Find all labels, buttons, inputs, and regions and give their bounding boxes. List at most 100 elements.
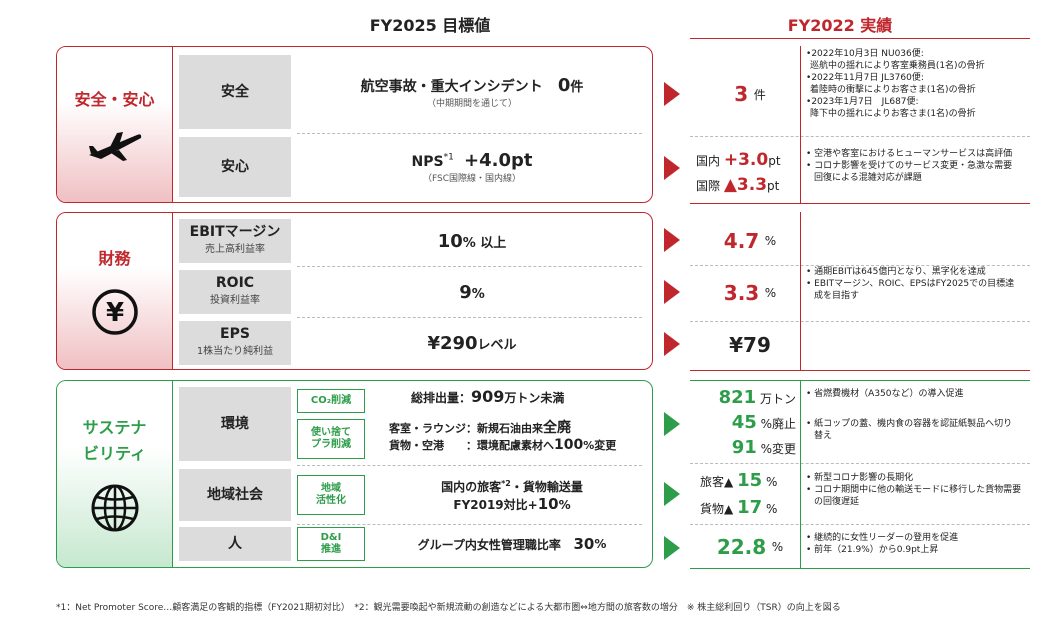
sustain-result-top bbox=[690, 380, 1030, 381]
community-r1-label: 旅客▲ bbox=[700, 475, 734, 489]
anshin-int-label: 国際 bbox=[696, 179, 721, 193]
anshin-notes: • 空港や客室におけるヒューマンサービスは高評価 • コロナ影響を受けてのサービ… bbox=[806, 149, 1013, 183]
arrow-eps bbox=[664, 332, 680, 356]
community-t2-value: 10 bbox=[537, 494, 559, 513]
note: コロナ期間中に他の輸送モードに移行した貨物需要の回復遅延 bbox=[814, 485, 1022, 507]
community-r1-value: 15 bbox=[737, 470, 763, 491]
finance-result-bottom bbox=[690, 370, 1030, 371]
community-t2-unit: % bbox=[558, 497, 571, 512]
env-result: 821 万トン 45 %廃止 91 %変更 bbox=[700, 386, 800, 461]
tag-di: D&I 推進 bbox=[297, 527, 365, 561]
footnote: *1：Net Promoter Score…顧客満足の客観的指標（FY2021期… bbox=[56, 603, 841, 613]
arrow-env bbox=[664, 412, 680, 436]
env-r1-value: 821 bbox=[718, 387, 757, 408]
note: コロナ影響を受けてのサービス変更・急激な需要回復による混雑対応が課題 bbox=[814, 161, 1013, 183]
divider bbox=[690, 463, 1030, 464]
community-r2-unit: % bbox=[765, 502, 778, 516]
env-t3-prefix: 貨物・空港 ：環境配慮素材へ bbox=[389, 439, 554, 452]
safety-result: 3 件 bbox=[700, 74, 800, 114]
divider bbox=[297, 465, 642, 466]
anshin-target-value: +4.0pt bbox=[464, 150, 533, 171]
people-target: グループ内女性管理職比率 30% bbox=[377, 527, 647, 561]
sustain-result-bottom bbox=[690, 568, 1030, 569]
tag-plastic-line2: プラ削減 bbox=[311, 439, 351, 450]
ebit-result-value: 4.7 bbox=[723, 229, 760, 253]
row-label-eps: EPS 1株当たり純利益 bbox=[179, 321, 291, 365]
community-t1b: ・貨物輸送量 bbox=[510, 479, 583, 494]
safety-target-sub: （中期期間を通じて） bbox=[426, 99, 517, 109]
eps-sub: 1株当たり純利益 bbox=[196, 346, 274, 357]
people-result: 22.8 % bbox=[700, 530, 800, 564]
eps-label: EPS bbox=[220, 326, 250, 342]
community-t1-sup: *2 bbox=[501, 478, 511, 488]
roic-result-unit: % bbox=[764, 286, 777, 300]
ebit-sub: 売上高利益率 bbox=[205, 244, 265, 255]
safety-result-unit: 件 bbox=[753, 87, 766, 102]
result-header-line bbox=[690, 38, 1030, 39]
env-t2-value: 全廃 bbox=[543, 420, 571, 436]
env-target-1: 総排出量：909万トン未満 bbox=[411, 387, 651, 406]
divider bbox=[297, 317, 642, 318]
divider bbox=[297, 266, 642, 267]
anshin-target-sup: *1 bbox=[443, 152, 454, 163]
env-target-2: 客室・ラウンジ：新規石油由来全廃 bbox=[389, 417, 651, 437]
safety-target-text: 航空事故・重大インシデント bbox=[360, 79, 543, 95]
arrow-anshin bbox=[664, 156, 680, 180]
eps-result: ¥79 bbox=[700, 328, 800, 362]
row-label-safety: 安全 bbox=[179, 55, 291, 129]
sustain-result-divider bbox=[800, 380, 801, 568]
env-t1-unit: 万トン未満 bbox=[504, 391, 565, 405]
safety-category-label: 安全・安心 bbox=[74, 89, 155, 109]
row-label-env: 環境 bbox=[179, 387, 291, 461]
people-notes: • 継続的に女性リーダーの登用を促進 • 前年（21.9%）から0.9pt上昇 bbox=[806, 533, 959, 555]
arrow-ebit bbox=[664, 228, 680, 252]
anshin-target-text: NPS bbox=[411, 154, 444, 170]
env-r3-value: 91 bbox=[731, 437, 757, 458]
safety-panel: 安全・安心 安全 航空事故・重大インシデント 0件 （中期期間を通じて） 安心 … bbox=[56, 46, 653, 203]
sustain-panel: サステナ ビリティ 環境 CO₂削減 使い捨て プラ削減 総排出量：909万トン… bbox=[56, 380, 653, 568]
ebit-result: 4.7 % bbox=[700, 224, 800, 258]
row-label-people: 人 bbox=[179, 527, 291, 561]
svg-text:¥: ¥ bbox=[105, 298, 123, 328]
roic-result: 3.3 % bbox=[700, 276, 800, 310]
divider bbox=[690, 524, 1030, 525]
safety-target-unit: 件 bbox=[570, 80, 584, 95]
sustain-category-line1: サステナ bbox=[82, 418, 147, 437]
ebit-result-unit: % bbox=[764, 234, 777, 248]
finance-category: 財務 ¥ bbox=[57, 213, 173, 369]
eps-target-unit: レベル bbox=[477, 337, 517, 353]
community-r2-label: 貨物▲ bbox=[700, 502, 734, 516]
roic-result-value: 3.3 bbox=[723, 281, 760, 305]
roic-target: 9% bbox=[297, 270, 647, 314]
finance-panel: 財務 ¥ EBITマージン 売上高利益率 10% 以上 ROIC 投資利益率 9… bbox=[56, 212, 653, 370]
ebit-label: EBITマージン bbox=[189, 224, 281, 240]
eps-target: ¥290レベル bbox=[297, 321, 647, 365]
airplane-icon bbox=[88, 131, 141, 161]
community-t2-prefix: FY2019対比+ bbox=[453, 497, 538, 512]
note: 紙コップの蓋、機内食の容器を認証紙製品へ切り替え bbox=[814, 419, 1013, 441]
ebit-target-unit: % 以上 bbox=[462, 235, 507, 251]
row-label-community: 地域社会 bbox=[179, 469, 291, 521]
note: 着陸時の衝撃によりお客さま(1名)の骨折 bbox=[810, 85, 976, 95]
note: EBITマージン、ROIC、EPSはFY2025での目標達成を目指す bbox=[814, 279, 1015, 301]
divider bbox=[297, 133, 642, 134]
ebit-target: 10% 以上 bbox=[297, 219, 647, 263]
anshin-target-sub: （FSC国際線・国内線） bbox=[422, 174, 522, 184]
divider bbox=[690, 265, 1030, 266]
arrow-roic bbox=[664, 280, 680, 304]
community-t1: 国内の旅客 bbox=[441, 479, 502, 494]
result-header: FY2022 実績 bbox=[787, 16, 893, 35]
tag-co2: CO₂削減 bbox=[297, 389, 365, 413]
note: 空港や客室におけるヒューマンサービスは高評価 bbox=[814, 149, 1013, 159]
anshin-dom-value: +3.0 bbox=[723, 150, 769, 170]
tag-community: 地域 活性化 bbox=[297, 475, 365, 515]
row-label-roic: ROIC 投資利益率 bbox=[179, 270, 291, 314]
note: 省燃費機材（A350など）の導入促進 bbox=[814, 389, 964, 399]
ebit-target-value: 10 bbox=[437, 230, 463, 252]
anshin-dom-label: 国内 bbox=[696, 154, 721, 168]
anshin-target: NPS*1 +4.0pt （FSC国際線・国内線） bbox=[297, 137, 647, 197]
safety-target-value: 0 bbox=[557, 75, 571, 96]
row-label-anshin: 安心 bbox=[179, 137, 291, 197]
env-target-3: 貨物・空港 ：環境配慮素材へ100%変更 bbox=[389, 437, 651, 453]
anshin-int-unit: pt bbox=[767, 179, 780, 193]
